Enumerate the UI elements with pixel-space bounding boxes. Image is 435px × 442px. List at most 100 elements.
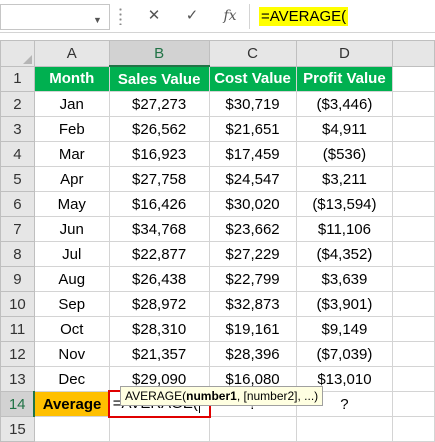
cell-profit-value[interactable]: ($536) (295, 141, 394, 167)
row-header[interactable]: 9 (0, 266, 35, 292)
cell-empty[interactable] (392, 416, 435, 442)
cell-cost-value[interactable]: $17,459 (208, 141, 297, 167)
row-header[interactable]: 13 (0, 366, 35, 392)
tooltip-function-name[interactable]: AVERAGE( (125, 389, 187, 403)
cell-month[interactable]: Aug (33, 266, 110, 292)
row-header[interactable]: 14 (0, 391, 36, 417)
cell-profit-value[interactable]: $3,211 (295, 166, 394, 192)
cell-month[interactable]: Feb (33, 116, 110, 142)
cell-sales-value[interactable]: $26,438 (108, 266, 210, 292)
row-header[interactable]: 1 (0, 65, 35, 92)
cell-profit-value[interactable]: ($3,446) (295, 91, 394, 117)
cell-profit-value[interactable]: Profit Value (295, 65, 394, 92)
row-header[interactable]: 12 (0, 341, 35, 367)
cell-sales-value[interactable]: $16,426 (108, 191, 210, 217)
cell-month[interactable]: May (33, 191, 110, 217)
cell-month[interactable]: Average (33, 391, 110, 417)
cell-cost-value[interactable]: $21,651 (208, 116, 297, 142)
enter-check-icon[interactable]: ✓ (185, 7, 199, 24)
cell-month[interactable]: Apr (33, 166, 110, 192)
cell-empty[interactable] (392, 266, 435, 292)
cell-cost-value[interactable]: $24,547 (208, 166, 297, 192)
cell-cost-value[interactable]: $23,662 (208, 216, 297, 242)
row-header[interactable]: 8 (0, 241, 35, 267)
column-header-b[interactable]: B (108, 40, 210, 67)
cancel-icon[interactable]: ✕ (147, 7, 161, 24)
chevron-down-icon[interactable]: ▼ (93, 15, 102, 25)
cell-cost-value[interactable]: $28,396 (208, 341, 297, 367)
cell-profit-value[interactable]: ($3,901) (295, 291, 394, 317)
cell-empty[interactable] (392, 141, 435, 167)
cell-sales-value[interactable]: $22,877 (108, 241, 210, 267)
column-header-e[interactable] (392, 40, 435, 67)
row-header[interactable]: 6 (0, 191, 35, 217)
cell-profit-value[interactable]: $13,010 (295, 366, 394, 392)
cell-empty[interactable] (108, 416, 210, 442)
cell-empty[interactable] (392, 291, 435, 317)
cell-profit-value[interactable]: ($7,039) (295, 341, 394, 367)
cell-sales-value[interactable]: $27,273 (108, 91, 210, 117)
row-header[interactable]: 5 (0, 166, 35, 192)
cell-empty[interactable] (392, 91, 435, 117)
cell-profit-value[interactable]: $3,639 (295, 266, 394, 292)
row-header[interactable]: 10 (0, 291, 35, 317)
cell-month[interactable]: Oct (33, 316, 110, 342)
cell-empty[interactable] (208, 416, 297, 442)
cell-cost-value[interactable]: $22,799 (208, 266, 297, 292)
cell-cost-value[interactable]: $27,229 (208, 241, 297, 267)
cell-empty[interactable] (295, 416, 394, 442)
select-all-corner[interactable] (0, 40, 35, 67)
insert-function-icon[interactable]: fx (223, 8, 237, 24)
cell-sales-value[interactable]: $21,357 (108, 341, 210, 367)
cell-sales-value[interactable]: $28,972 (108, 291, 210, 317)
row-header[interactable]: 11 (0, 316, 35, 342)
cell-month[interactable]: Dec (33, 366, 110, 392)
row-header[interactable]: 7 (0, 216, 35, 242)
cell-cost-value[interactable]: $32,873 (208, 291, 297, 317)
row-header[interactable]: 3 (0, 116, 35, 142)
row-header[interactable]: 4 (0, 141, 35, 167)
name-box[interactable]: ▼ (0, 4, 110, 30)
cell-sales-value[interactable]: $26,562 (108, 116, 210, 142)
cell-empty[interactable] (392, 65, 435, 92)
cell-empty[interactable] (392, 216, 435, 242)
cell-cost-value[interactable]: $30,719 (208, 91, 297, 117)
row-header[interactable]: 2 (0, 91, 35, 117)
cell-month[interactable]: Nov (33, 341, 110, 367)
cell-cost-value[interactable]: $19,161 (208, 316, 297, 342)
cell-empty[interactable] (392, 391, 435, 417)
cell-empty[interactable] (392, 241, 435, 267)
row-header[interactable]: 15 (0, 416, 35, 442)
column-header-d[interactable]: D (295, 40, 394, 67)
cell-month[interactable]: Sep (33, 291, 110, 317)
cell-profit-value[interactable]: ($13,594) (295, 191, 394, 217)
cell-sales-value[interactable]: $16,923 (108, 141, 210, 167)
cell-month[interactable]: Jul (33, 241, 110, 267)
cell-profit-value[interactable]: ($4,352) (295, 241, 394, 267)
cell-sales-value[interactable]: $28,310 (108, 316, 210, 342)
cell-empty[interactable] (392, 166, 435, 192)
cell-month[interactable]: Mar (33, 141, 110, 167)
column-header-a[interactable]: A (33, 40, 110, 67)
cell-sales-value[interactable]: $34,768 (108, 216, 210, 242)
tooltip-arg-number1[interactable]: number1 (186, 389, 237, 403)
formula-input[interactable]: =AVERAGE( (249, 4, 435, 29)
cell-sales-value[interactable]: $27,758 (108, 166, 210, 192)
cell-cost-value[interactable]: Cost Value (208, 65, 297, 92)
cell-profit-value[interactable]: $9,149 (295, 316, 394, 342)
column-header-c[interactable]: C (208, 40, 297, 67)
cell-empty[interactable] (392, 191, 435, 217)
cell-month[interactable]: Month (33, 65, 110, 92)
cell-empty[interactable] (33, 416, 110, 442)
cell-profit-value[interactable]: $11,106 (295, 216, 394, 242)
cell-sales-value[interactable]: Sales Value (108, 65, 210, 92)
cell-empty[interactable] (392, 341, 435, 367)
cell-empty[interactable] (392, 116, 435, 142)
cell-empty[interactable] (392, 366, 435, 392)
cell-month[interactable]: Jan (33, 91, 110, 117)
cell-month[interactable]: Jun (33, 216, 110, 242)
cell-cost-value[interactable]: $30,020 (208, 191, 297, 217)
cell-empty[interactable] (392, 316, 435, 342)
formula-bar-grip[interactable] (119, 7, 122, 25)
cell-profit-value[interactable]: $4,911 (295, 116, 394, 142)
